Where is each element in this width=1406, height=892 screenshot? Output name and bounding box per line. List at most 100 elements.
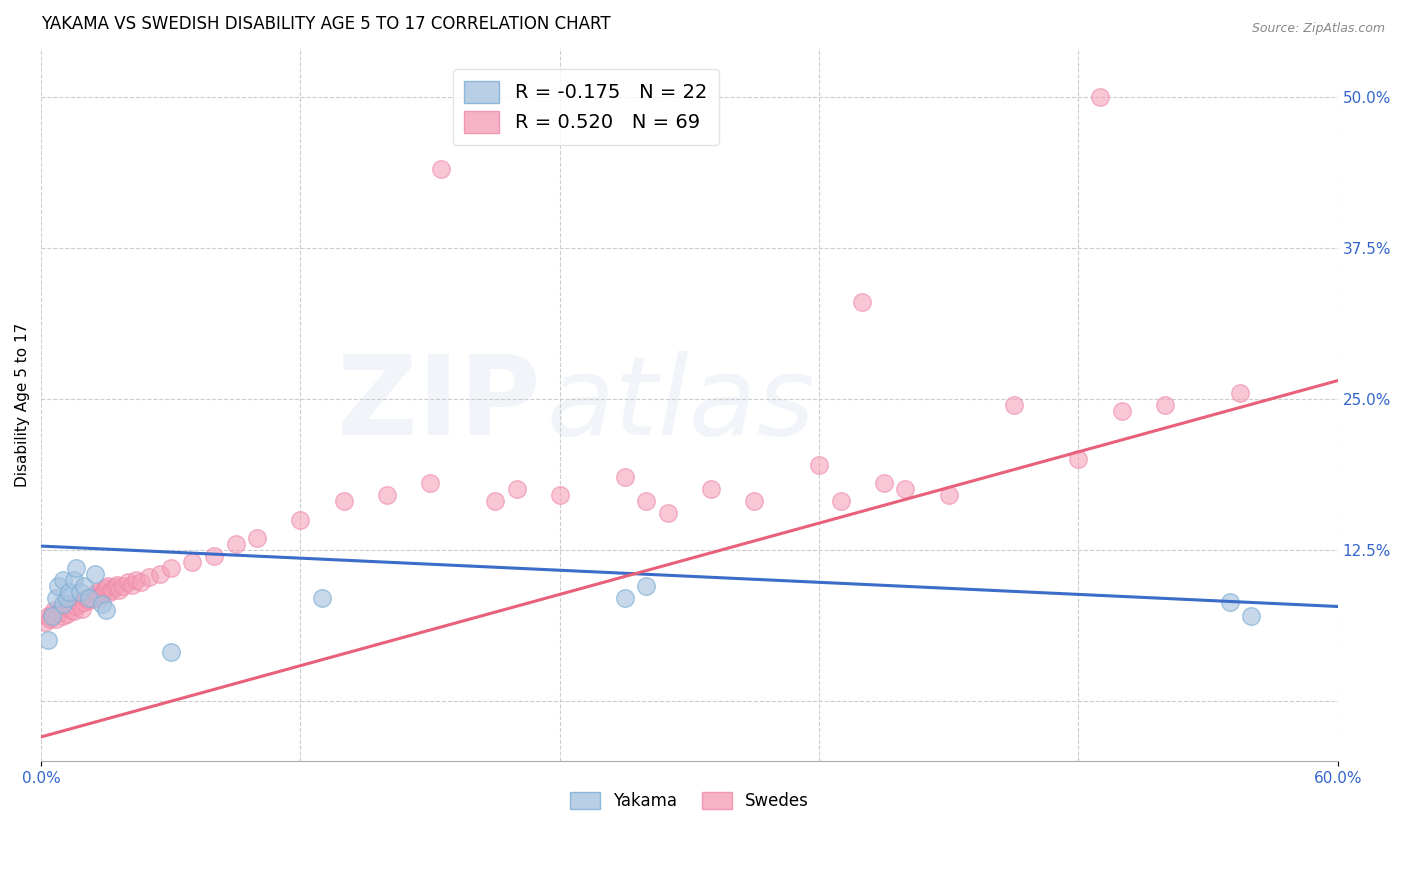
Point (77, 593, 100, 607)
Point (80, 589, 103, 603)
Point (138, 570, 160, 584)
Point (430, 162, 453, 177)
Point (48, 606, 70, 620)
Point (58, 585, 80, 599)
Point (548, 488, 571, 502)
Point (129, 575, 152, 590)
Point (37, 633, 59, 648)
Text: Source: ZipAtlas.com: Source: ZipAtlas.com (1251, 22, 1385, 36)
Point (53, 599, 76, 614)
Point (290, 512, 312, 526)
Point (103, 580, 125, 594)
Point (69, 585, 91, 599)
Point (117, 575, 139, 590)
Point (1240, 609, 1263, 624)
Point (86, 585, 108, 599)
Text: ZIP: ZIP (337, 351, 540, 458)
Point (613, 591, 636, 605)
Point (90, 597, 112, 611)
Point (73, 594, 96, 608)
Point (830, 494, 852, 508)
Point (1067, 452, 1090, 467)
Point (37, 609, 59, 624)
Point (77, 591, 100, 605)
Point (58, 597, 80, 611)
Point (121, 578, 143, 592)
Point (851, 295, 873, 310)
Point (60, 603, 83, 617)
Text: atlas: atlas (547, 351, 815, 458)
Point (311, 591, 333, 605)
Point (94, 603, 117, 617)
Point (76, 591, 98, 605)
Point (45, 591, 67, 605)
Point (69, 597, 91, 611)
Point (112, 579, 135, 593)
Point (65, 599, 87, 614)
Point (181, 555, 204, 569)
Text: YAKAMA VS SWEDISH DISABILITY AGE 5 TO 17 CORRELATION CHART: YAKAMA VS SWEDISH DISABILITY AGE 5 TO 17… (41, 15, 610, 33)
Point (62, 573, 84, 587)
Point (52, 609, 75, 624)
Point (657, 507, 679, 521)
Point (62, 604, 84, 618)
Point (636, 579, 658, 593)
Point (94, 582, 117, 596)
Point (73, 579, 96, 593)
Point (484, 494, 506, 508)
Y-axis label: Disability Age 5 to 17: Disability Age 5 to 17 (15, 323, 30, 487)
Point (84, 566, 107, 581)
Point (246, 531, 269, 545)
Point (159, 561, 181, 575)
Point (873, 476, 896, 491)
Point (700, 483, 723, 497)
Point (1111, 404, 1133, 418)
Point (98, 585, 121, 599)
Point (108, 582, 131, 597)
Point (375, 488, 398, 502)
Point (613, 470, 636, 484)
Point (938, 488, 960, 502)
Point (636, 494, 658, 508)
Point (52, 597, 75, 611)
Point (70, 602, 93, 616)
Point (93, 582, 115, 597)
Point (90, 587, 112, 601)
Point (56, 591, 79, 605)
Point (1002, 398, 1025, 412)
Point (84, 587, 107, 601)
Point (202, 549, 225, 563)
Point (56, 607, 79, 621)
Point (89, 591, 111, 605)
Point (125, 573, 148, 587)
Point (65, 561, 87, 575)
Point (149, 566, 172, 581)
Point (1229, 385, 1251, 400)
Point (38, 611, 60, 625)
Point (101, 582, 124, 597)
Point (105, 578, 128, 592)
Point (1153, 398, 1175, 412)
Point (48, 579, 70, 593)
Legend: Yakama, Swedes: Yakama, Swedes (562, 785, 815, 817)
Point (332, 494, 354, 508)
Point (808, 458, 831, 472)
Point (82, 592, 104, 607)
Point (34, 615, 56, 630)
Point (742, 494, 765, 508)
Point (42, 603, 65, 617)
Point (41, 607, 63, 621)
Point (52, 573, 75, 587)
Point (49, 602, 72, 616)
Point (1088, 89, 1111, 103)
Point (45, 611, 67, 625)
Point (41, 609, 63, 624)
Point (225, 536, 247, 550)
Point (894, 483, 917, 497)
Point (1219, 594, 1241, 608)
Point (66, 594, 89, 608)
Point (505, 483, 527, 497)
Point (97, 579, 120, 593)
Point (159, 645, 181, 659)
Point (419, 476, 441, 491)
